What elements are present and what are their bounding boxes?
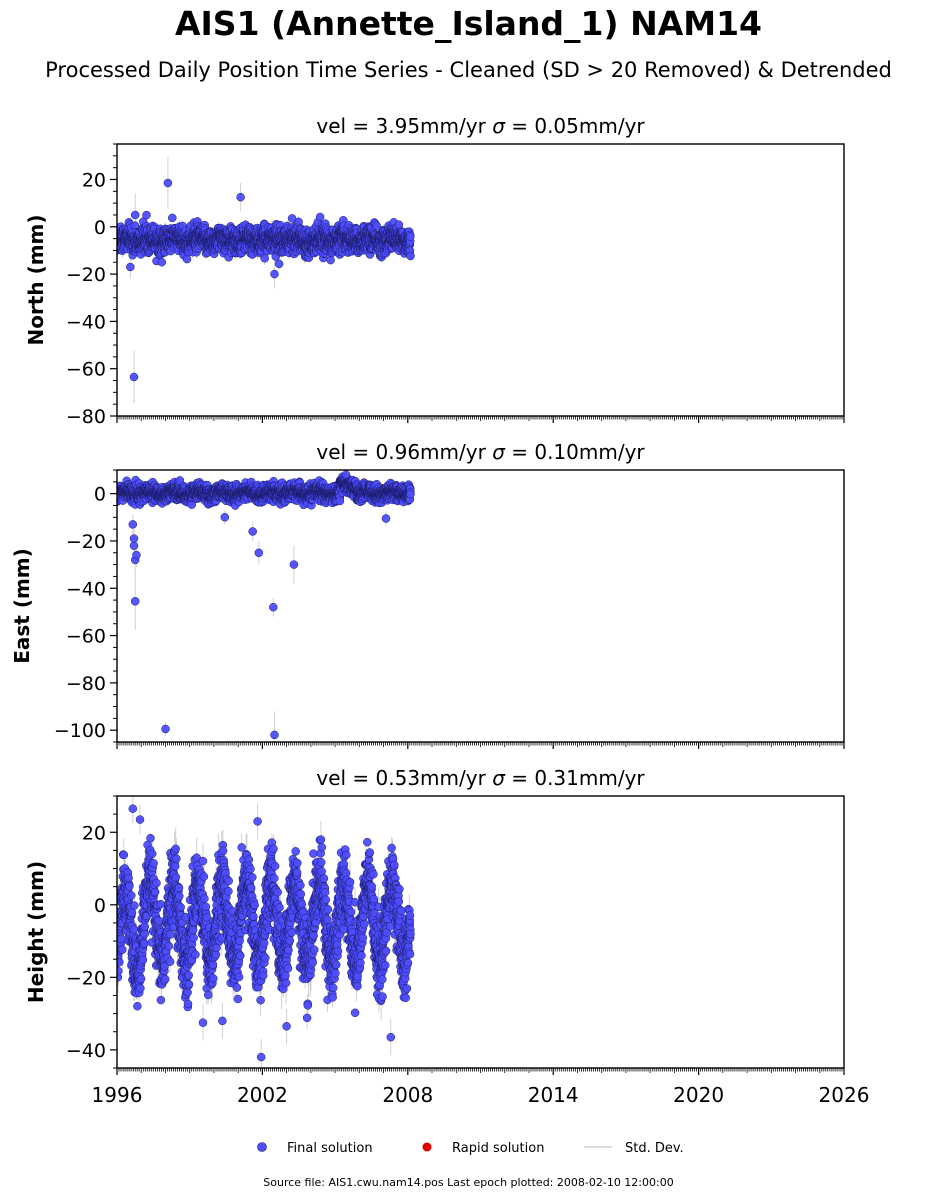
std-dev-bars <box>117 470 411 742</box>
data-point <box>157 257 167 267</box>
data-point <box>182 254 192 264</box>
panel-title: vel = 3.95mm/yr σ = 0.05mm/yr <box>316 114 645 138</box>
panel-north: 20 0 −20 −40 −60 −80 vel = 3.95mm/yr σ = 0.05m… <box>24 114 845 428</box>
data-point <box>129 372 139 382</box>
y-tick-label: −20 <box>66 264 106 286</box>
final-solution-points <box>117 178 415 382</box>
chart-subtitle: Processed Daily Position Time Series - C… <box>45 58 892 82</box>
data-point <box>130 210 140 220</box>
data-point <box>168 213 177 223</box>
y-tick-label: 0 <box>94 217 106 239</box>
data-point <box>236 192 245 202</box>
data-point <box>406 251 415 261</box>
data-point <box>260 254 269 263</box>
data-point <box>126 262 135 272</box>
std-dev-bars <box>117 157 411 403</box>
data-point <box>274 259 284 269</box>
y-axis-label: North (mm) <box>24 214 48 345</box>
y-tick-label: −40 <box>66 311 106 333</box>
panels-layer: 20 0 −20 −40 −60 −80 vel = 3.95mm/yr σ = 0.05m… <box>10 114 869 1107</box>
data-point <box>163 178 173 188</box>
y-tick-label: 20 <box>82 169 106 191</box>
data-point <box>315 212 325 222</box>
axes-frame <box>116 143 845 417</box>
y-tick-label: −60 <box>66 359 106 381</box>
chart-title: AIS1 (Annette_Island_1) NAM14 <box>174 4 763 43</box>
y-tick-label: −80 <box>66 406 106 428</box>
data-point <box>142 210 151 220</box>
data-point <box>406 232 415 241</box>
data-point <box>270 269 279 279</box>
